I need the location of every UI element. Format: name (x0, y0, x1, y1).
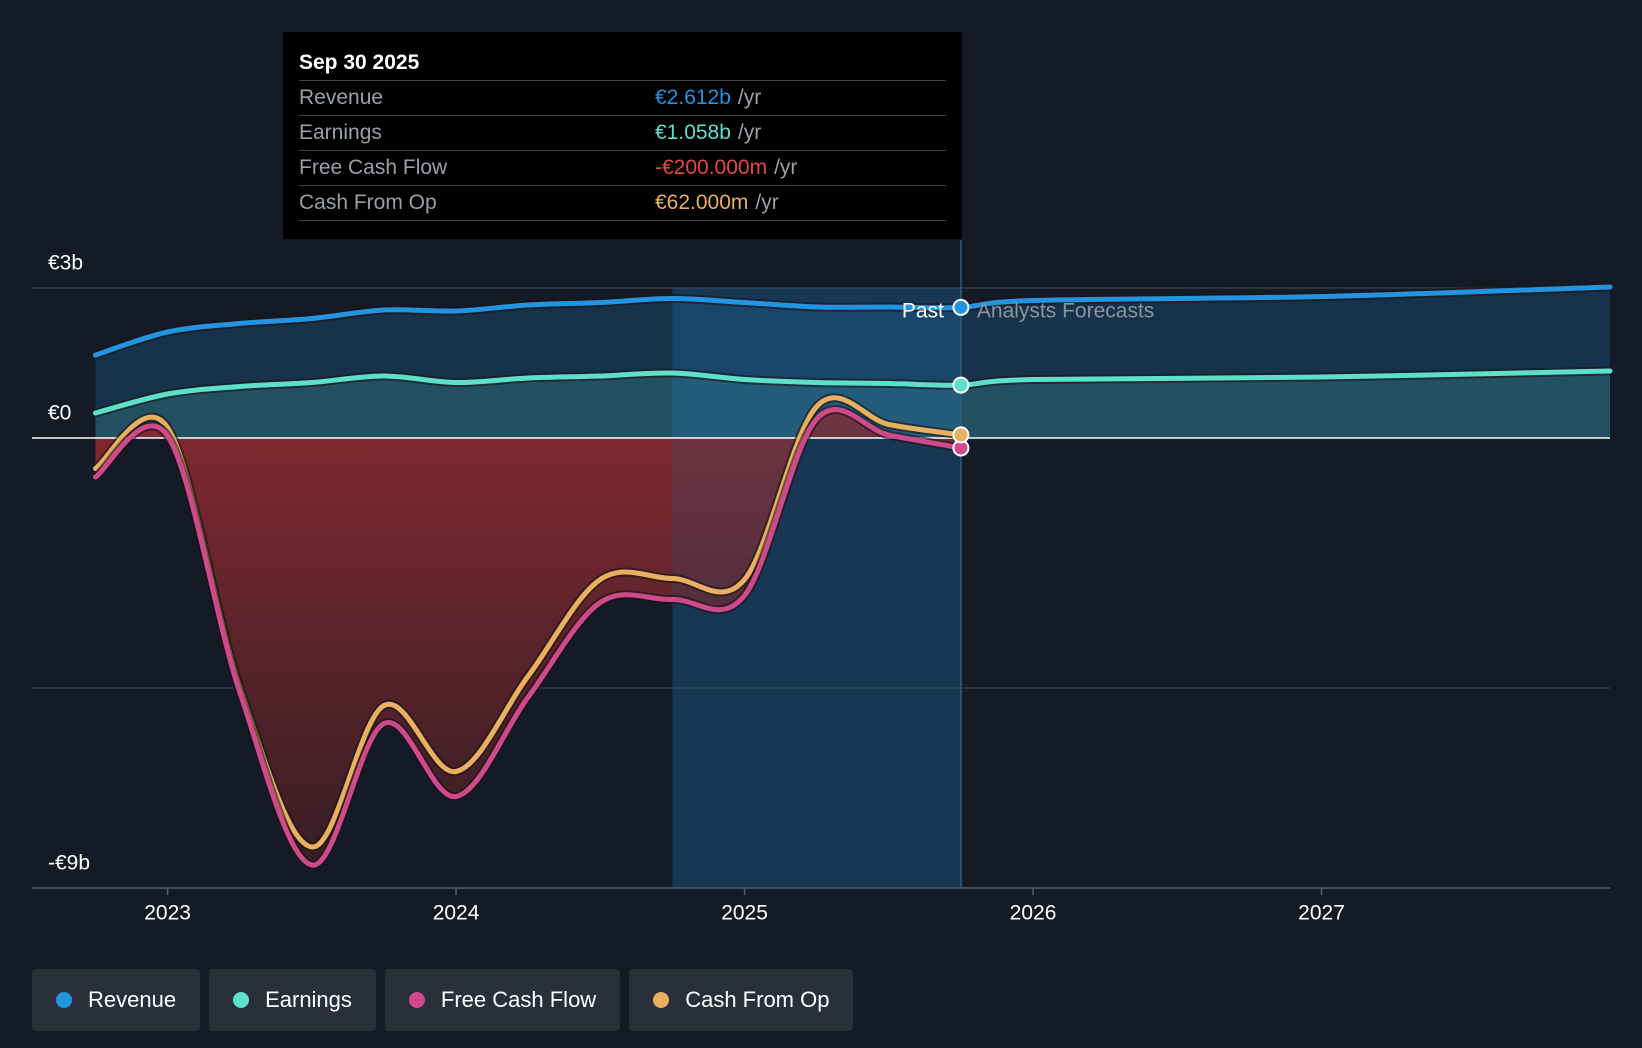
x-tick-label: 2027 (1298, 902, 1345, 925)
tooltip-unit: /yr (774, 156, 798, 179)
tooltip-unit: /yr (737, 86, 762, 109)
legend-label: Free Cash Flow (440, 987, 597, 1012)
tooltip-row: Earnings €1.058b/yr (299, 116, 946, 151)
tooltip: Sep 30 2025 Revenue €2.612b/yr Earnings €1.… (283, 32, 962, 239)
legend-swatch (408, 992, 425, 1008)
tooltip-row: Cash From Op €62.000m/yr (299, 186, 946, 221)
tooltip-label: Earnings (299, 121, 382, 144)
tooltip-unit: /yr (737, 121, 762, 144)
x-tick-label: 2026 (1010, 902, 1057, 925)
legend-label: Earnings (265, 987, 352, 1012)
area (95, 287, 1610, 438)
fcf-area (95, 409, 961, 866)
past-label: Past (902, 300, 944, 323)
legend-item[interactable]: Cash From Op (629, 969, 854, 1031)
tooltip-unit: /yr (755, 191, 779, 214)
series-line (92, 284, 1613, 358)
series-line (92, 407, 964, 868)
y-tick-label: €0 (48, 402, 71, 425)
y-tick-label: €3b (48, 252, 83, 275)
point (952, 426, 970, 444)
legend-swatch (233, 992, 250, 1008)
tooltip-value: €1.058b (655, 121, 731, 144)
legend-item[interactable]: Revenue (32, 969, 201, 1031)
x-tick-label: 2024 (433, 902, 480, 925)
series-line (92, 368, 1613, 416)
point (952, 298, 970, 316)
point (952, 376, 970, 394)
legend: Revenue Earnings Free Cash Flow Cash From O… (32, 969, 854, 1031)
legend-swatch (56, 992, 72, 1008)
legend-item[interactable]: Earnings (209, 969, 376, 1031)
tooltip-row: Free Cash Flow -€200.000m/yr (299, 151, 946, 186)
legend-label: Revenue (88, 987, 177, 1012)
legend-label: Cash From Op (685, 987, 830, 1012)
tooltip-label: Free Cash Flow (299, 156, 448, 179)
tooltip-value: €62.000m (655, 191, 749, 214)
tooltip-label: Revenue (299, 86, 384, 109)
forecast-label: Analysts Forecasts (977, 300, 1154, 323)
tooltip-value: -€200.000m (655, 156, 768, 179)
tooltip-date: Sep 30 2025 (299, 46, 946, 81)
x-tick-label: 2025 (721, 902, 768, 925)
x-tick-label: 2023 (144, 902, 191, 925)
legend-item[interactable]: Free Cash Flow (384, 969, 621, 1031)
tooltip-label: Cash From Op (299, 191, 437, 214)
legend-swatch (653, 992, 670, 1008)
y-tick-label: -€9b (48, 852, 90, 875)
tooltip-value: €2.612b (655, 86, 731, 109)
tooltip-row: Revenue €2.612b/yr (299, 81, 946, 116)
